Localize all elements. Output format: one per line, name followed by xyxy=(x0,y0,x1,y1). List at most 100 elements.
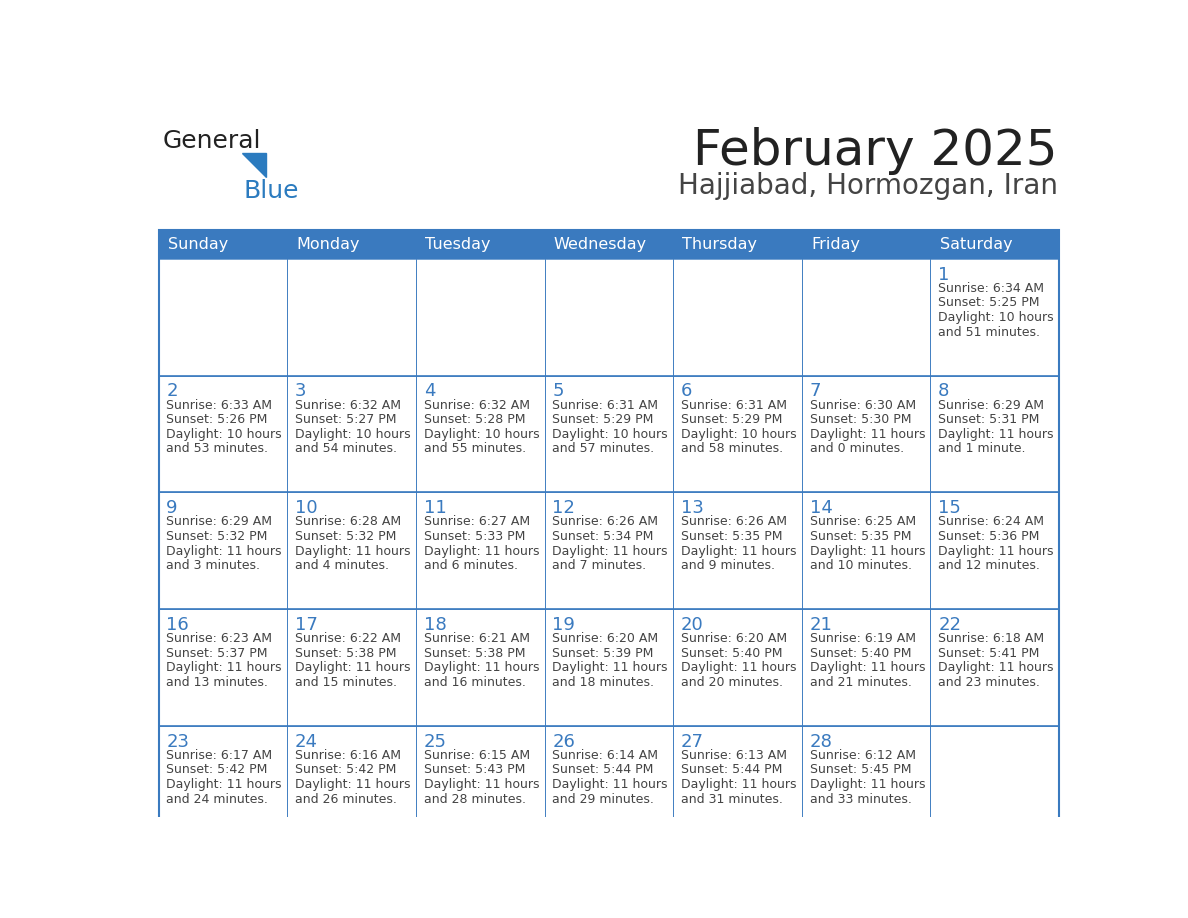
Text: Sunrise: 6:15 AM: Sunrise: 6:15 AM xyxy=(424,749,530,762)
Text: 2: 2 xyxy=(166,383,178,400)
Text: Sunrise: 6:19 AM: Sunrise: 6:19 AM xyxy=(809,633,916,645)
Text: Sunrise: 6:14 AM: Sunrise: 6:14 AM xyxy=(552,749,658,762)
Text: 15: 15 xyxy=(939,499,961,517)
Bar xyxy=(544,375,674,492)
Text: Daylight: 11 hours: Daylight: 11 hours xyxy=(681,778,796,791)
Text: Hajjiabad, Hormozgan, Iran: Hajjiabad, Hormozgan, Iran xyxy=(677,172,1057,200)
Text: Sunday: Sunday xyxy=(168,237,228,252)
Text: 23: 23 xyxy=(166,733,189,751)
Bar xyxy=(416,375,544,492)
Text: Sunset: 5:41 PM: Sunset: 5:41 PM xyxy=(939,646,1040,660)
Text: Sunrise: 6:30 AM: Sunrise: 6:30 AM xyxy=(809,398,916,411)
Text: Daylight: 11 hours: Daylight: 11 hours xyxy=(552,661,668,675)
Text: 9: 9 xyxy=(166,499,178,517)
Text: Daylight: 11 hours: Daylight: 11 hours xyxy=(681,544,796,557)
Text: Sunset: 5:38 PM: Sunset: 5:38 PM xyxy=(424,646,525,660)
Text: and 3 minutes.: and 3 minutes. xyxy=(166,559,260,572)
Text: Daylight: 11 hours: Daylight: 11 hours xyxy=(295,544,411,557)
Text: Sunrise: 6:23 AM: Sunrise: 6:23 AM xyxy=(166,633,272,645)
Text: 17: 17 xyxy=(295,616,318,634)
Bar xyxy=(674,375,802,492)
Bar xyxy=(416,492,544,609)
Bar xyxy=(930,726,1060,843)
Text: 6: 6 xyxy=(681,383,693,400)
Text: and 55 minutes.: and 55 minutes. xyxy=(424,442,526,455)
Text: Sunrise: 6:28 AM: Sunrise: 6:28 AM xyxy=(295,515,402,529)
Text: Daylight: 11 hours: Daylight: 11 hours xyxy=(681,661,796,675)
Text: Sunrise: 6:20 AM: Sunrise: 6:20 AM xyxy=(552,633,658,645)
Text: Daylight: 11 hours: Daylight: 11 hours xyxy=(166,778,282,791)
Text: Daylight: 11 hours: Daylight: 11 hours xyxy=(809,544,925,557)
Bar xyxy=(287,492,416,609)
Text: Sunrise: 6:12 AM: Sunrise: 6:12 AM xyxy=(809,749,916,762)
Bar xyxy=(158,609,287,726)
Text: Sunset: 5:40 PM: Sunset: 5:40 PM xyxy=(809,646,911,660)
Text: Sunset: 5:27 PM: Sunset: 5:27 PM xyxy=(295,413,397,426)
Bar xyxy=(544,492,674,609)
Text: Sunrise: 6:22 AM: Sunrise: 6:22 AM xyxy=(295,633,402,645)
Text: and 53 minutes.: and 53 minutes. xyxy=(166,442,268,455)
Text: Sunrise: 6:17 AM: Sunrise: 6:17 AM xyxy=(166,749,272,762)
Text: Sunrise: 6:16 AM: Sunrise: 6:16 AM xyxy=(295,749,402,762)
Text: 22: 22 xyxy=(939,616,961,634)
Bar xyxy=(287,609,416,726)
Text: 25: 25 xyxy=(424,733,447,751)
Text: and 15 minutes.: and 15 minutes. xyxy=(295,676,397,688)
Text: 4: 4 xyxy=(424,383,435,400)
Text: 21: 21 xyxy=(809,616,833,634)
Text: Sunset: 5:38 PM: Sunset: 5:38 PM xyxy=(295,646,397,660)
Text: General: General xyxy=(163,129,261,152)
Bar xyxy=(158,230,1060,843)
Text: and 10 minutes.: and 10 minutes. xyxy=(809,559,911,572)
Text: Daylight: 11 hours: Daylight: 11 hours xyxy=(939,428,1054,441)
Text: Sunset: 5:28 PM: Sunset: 5:28 PM xyxy=(424,413,525,426)
Text: Sunset: 5:39 PM: Sunset: 5:39 PM xyxy=(552,646,653,660)
Text: Sunrise: 6:31 AM: Sunrise: 6:31 AM xyxy=(681,398,786,411)
Text: 8: 8 xyxy=(939,383,949,400)
Bar xyxy=(158,726,287,843)
Text: 12: 12 xyxy=(552,499,575,517)
Text: 16: 16 xyxy=(166,616,189,634)
Bar xyxy=(158,492,287,609)
Bar xyxy=(674,609,802,726)
Text: Daylight: 11 hours: Daylight: 11 hours xyxy=(166,544,282,557)
Text: and 13 minutes.: and 13 minutes. xyxy=(166,676,268,688)
Text: Sunset: 5:32 PM: Sunset: 5:32 PM xyxy=(295,530,397,543)
Text: and 12 minutes.: and 12 minutes. xyxy=(939,559,1041,572)
Text: Sunrise: 6:33 AM: Sunrise: 6:33 AM xyxy=(166,398,272,411)
Bar xyxy=(158,230,1060,259)
Text: Sunrise: 6:31 AM: Sunrise: 6:31 AM xyxy=(552,398,658,411)
Text: Daylight: 11 hours: Daylight: 11 hours xyxy=(295,778,411,791)
Text: Sunset: 5:31 PM: Sunset: 5:31 PM xyxy=(939,413,1040,426)
Text: Daylight: 11 hours: Daylight: 11 hours xyxy=(424,661,539,675)
Text: and 33 minutes.: and 33 minutes. xyxy=(809,792,911,806)
Text: Sunset: 5:44 PM: Sunset: 5:44 PM xyxy=(681,764,783,777)
Text: Daylight: 11 hours: Daylight: 11 hours xyxy=(809,661,925,675)
Text: 10: 10 xyxy=(295,499,317,517)
Text: Sunrise: 6:21 AM: Sunrise: 6:21 AM xyxy=(424,633,530,645)
Bar xyxy=(930,609,1060,726)
Text: Daylight: 11 hours: Daylight: 11 hours xyxy=(939,661,1054,675)
Bar xyxy=(158,375,287,492)
Bar xyxy=(802,375,930,492)
Text: 5: 5 xyxy=(552,383,564,400)
Text: Sunrise: 6:29 AM: Sunrise: 6:29 AM xyxy=(939,398,1044,411)
Text: Friday: Friday xyxy=(811,237,860,252)
Bar xyxy=(802,609,930,726)
Text: Sunrise: 6:27 AM: Sunrise: 6:27 AM xyxy=(424,515,530,529)
Text: and 26 minutes.: and 26 minutes. xyxy=(295,792,397,806)
Text: Sunset: 5:44 PM: Sunset: 5:44 PM xyxy=(552,764,653,777)
Text: Daylight: 11 hours: Daylight: 11 hours xyxy=(424,778,539,791)
Text: 24: 24 xyxy=(295,733,318,751)
Text: Daylight: 11 hours: Daylight: 11 hours xyxy=(809,428,925,441)
Text: 1: 1 xyxy=(939,265,949,284)
Text: and 23 minutes.: and 23 minutes. xyxy=(939,676,1041,688)
Bar xyxy=(544,726,674,843)
Text: 20: 20 xyxy=(681,616,703,634)
Text: Daylight: 10 hours: Daylight: 10 hours xyxy=(939,311,1054,324)
Text: Sunrise: 6:29 AM: Sunrise: 6:29 AM xyxy=(166,515,272,529)
Text: and 0 minutes.: and 0 minutes. xyxy=(809,442,904,455)
Text: and 16 minutes.: and 16 minutes. xyxy=(424,676,525,688)
Text: 26: 26 xyxy=(552,733,575,751)
Bar xyxy=(674,492,802,609)
